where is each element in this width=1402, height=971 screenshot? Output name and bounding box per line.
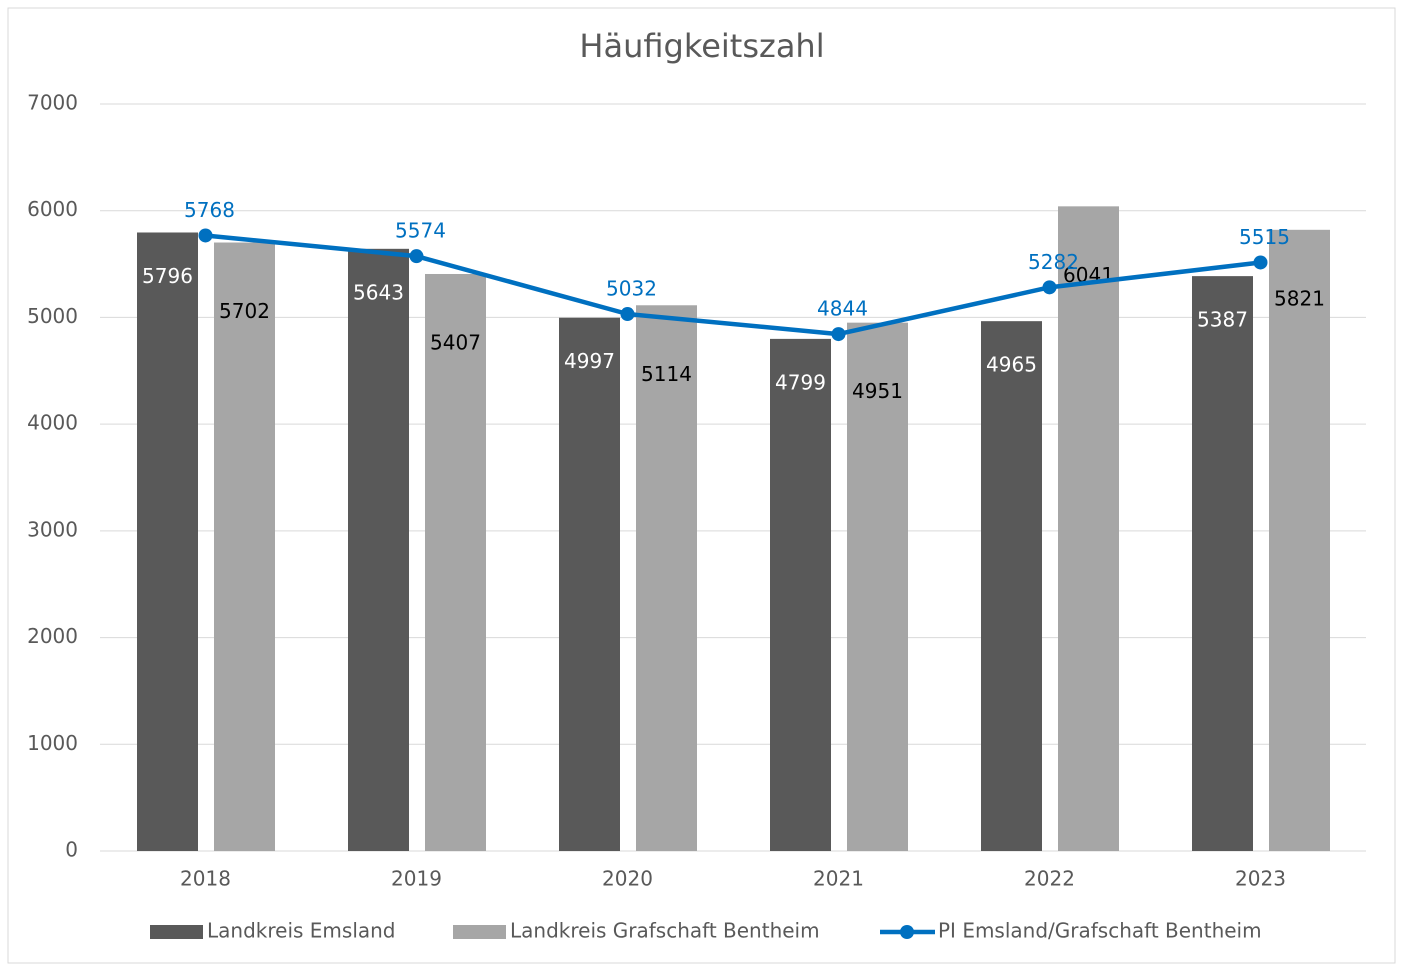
legend-label: PI Emsland/Grafschaft Bentheim: [938, 919, 1262, 943]
bar: [214, 242, 275, 851]
bar: [137, 232, 198, 851]
x-tick-label: 2023: [1235, 867, 1286, 891]
y-tick-label: 3000: [27, 517, 78, 541]
data-label: 5821: [1274, 286, 1325, 310]
legend-label: Landkreis Emsland: [207, 919, 396, 943]
line: [205, 233, 1261, 337]
line-marker: [1042, 280, 1057, 295]
line-marker: [620, 307, 635, 322]
x-tick-label: 2019: [391, 867, 442, 891]
line-marker: [198, 228, 213, 243]
x-tick-label: 2021: [813, 867, 864, 891]
data-label: 5282: [1028, 250, 1079, 274]
data-label: 4997: [564, 349, 615, 373]
data-label: 5574: [395, 219, 446, 243]
bar: [559, 317, 620, 851]
data-label: 4951: [852, 379, 903, 403]
data-label: 5515: [1239, 225, 1290, 249]
y-tick-label: 4000: [27, 411, 78, 435]
line-marker: [831, 327, 846, 342]
y-tick-label: 2000: [27, 624, 78, 648]
bar: [1269, 229, 1330, 851]
x-tick-label: 2020: [602, 867, 653, 891]
line-marker: [409, 249, 424, 264]
bar: [1058, 206, 1119, 852]
data-label: 5643: [353, 280, 404, 304]
bar: [770, 338, 831, 851]
bar: [425, 273, 486, 851]
data-label: 5032: [606, 277, 657, 301]
bar: [1192, 276, 1253, 852]
legend-swatch: [900, 925, 914, 939]
x-tick-label: 2022: [1024, 867, 1075, 891]
data-label: 4844: [817, 297, 868, 321]
data-label: 4799: [775, 370, 826, 394]
y-tick-label: 7000: [27, 91, 78, 115]
y-tick-label: 0: [65, 838, 78, 862]
data-label: 5702: [219, 299, 270, 323]
data-label: 5768: [184, 198, 235, 222]
y-tick-label: 6000: [27, 197, 78, 221]
bar: [981, 321, 1042, 851]
chart-title: Häufigkeitszahl: [579, 27, 824, 65]
data-label: 5387: [1197, 308, 1248, 332]
data-label: 5407: [430, 330, 481, 354]
line-marker: [1253, 255, 1268, 270]
y-tick-label: 5000: [27, 304, 78, 328]
data-label: 5114: [641, 362, 692, 386]
x-tick-label: 2018: [180, 867, 231, 891]
data-label: 5796: [142, 264, 193, 288]
bar: [847, 322, 908, 851]
legend-swatch: [150, 925, 203, 939]
bar: [348, 248, 409, 851]
legend-swatch: [453, 925, 506, 939]
y-tick-label: 1000: [27, 731, 78, 755]
legend-label: Landkreis Grafschaft Bentheim: [510, 919, 820, 943]
data-label: 4965: [986, 353, 1037, 377]
bar: [636, 305, 697, 851]
